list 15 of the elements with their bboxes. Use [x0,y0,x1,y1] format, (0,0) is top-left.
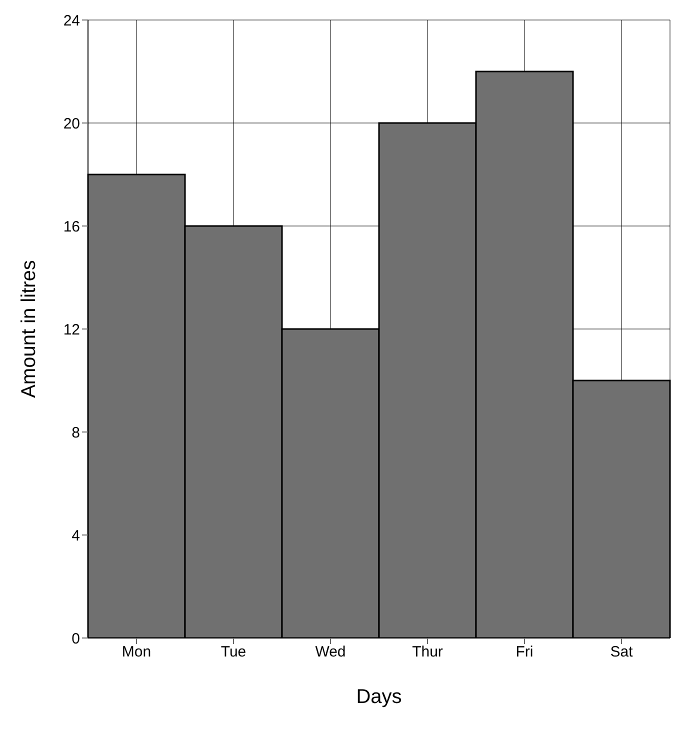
x-tick-label: Fri [516,644,534,661]
y-tick-label: 24 [63,12,80,30]
y-tick-label: 4 [72,527,80,544]
y-tick-label: 8 [72,424,80,442]
x-axis-title: Days [356,686,402,708]
y-tick-label: 12 [63,321,80,338]
y-tick-label: 20 [63,115,80,132]
y-axis-title: Amount in litres [18,260,40,398]
x-tick-label: Thur [412,644,443,661]
x-tick-label: Wed [315,644,346,661]
y-tick-label: 16 [63,218,80,236]
x-tick-label: Sat [610,644,634,661]
x-tick-label: Mon [122,644,152,661]
x-tick-label: Tue [220,644,246,661]
y-tick-label: 0 [72,630,80,648]
